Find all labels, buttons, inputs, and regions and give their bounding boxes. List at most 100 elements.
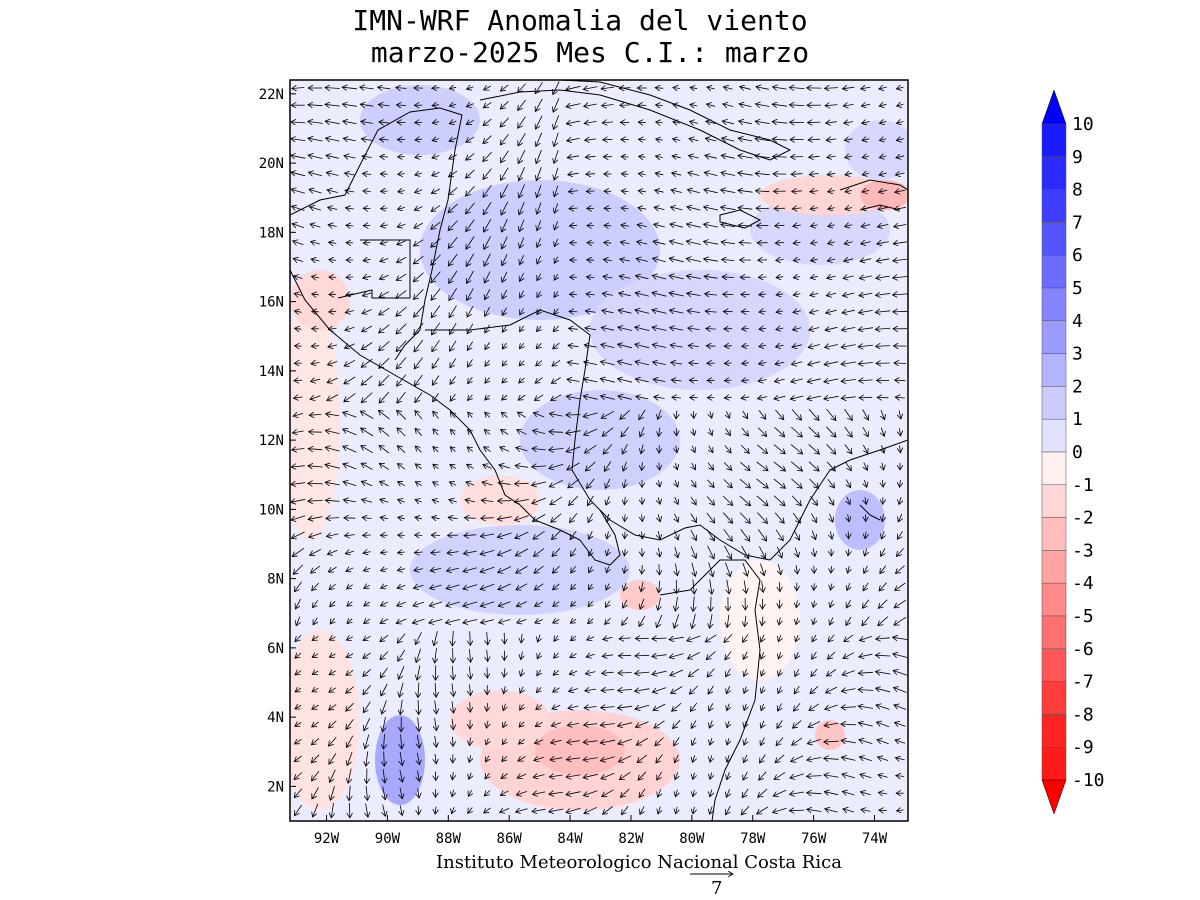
wind-vector [566, 431, 581, 434]
wind-vector [325, 430, 340, 433]
wind-vector [642, 462, 643, 470]
wind-vector [618, 344, 633, 348]
wind-vector [604, 225, 612, 226]
wind-vector [791, 409, 802, 421]
wind-vector [693, 428, 695, 436]
wind-vector [723, 87, 733, 89]
wind-vector [502, 271, 508, 282]
wind-vector [431, 254, 441, 265]
wind-vector [808, 408, 819, 420]
wind-vector [519, 201, 525, 215]
wind-vector [345, 190, 355, 192]
lat-tick-label: 20N [259, 156, 284, 172]
wind-vector [759, 345, 767, 346]
wind-vector [618, 379, 633, 383]
colorbar-swatch [1041, 189, 1067, 223]
wind-vector [900, 445, 901, 453]
wind-vector [431, 205, 441, 211]
wind-vector [655, 173, 664, 175]
wind-vector [756, 191, 770, 192]
wind-vector [519, 184, 525, 198]
wind-vector [790, 396, 804, 399]
wind-vector [584, 428, 598, 435]
wind-vector [635, 327, 650, 331]
wind-vector [432, 172, 440, 176]
wind-vector [602, 122, 614, 123]
wind-vector [449, 87, 457, 88]
wind-vector [600, 396, 615, 400]
lat-tick-label: 2N [267, 779, 284, 795]
wind-vector [586, 277, 595, 278]
wind-vector [673, 122, 681, 123]
wind-vector [569, 311, 578, 312]
wind-vector [863, 444, 868, 454]
wind-vector [432, 105, 440, 106]
wind-vector [826, 122, 837, 123]
wind-vector [363, 259, 371, 260]
wind-vector [600, 379, 615, 383]
wind-vector [654, 207, 665, 209]
wind-vector [758, 277, 767, 278]
lat-tick-label: 10N [259, 502, 284, 518]
wind-vector [843, 87, 855, 89]
colorbar-swatch [1041, 451, 1067, 486]
wind-vector [635, 362, 650, 365]
wind-vector [536, 360, 543, 366]
wind-vector [380, 242, 388, 244]
wind-vector [673, 139, 681, 141]
wind-vector [291, 531, 305, 538]
wind-vector [858, 328, 874, 330]
wind-vector [308, 466, 323, 467]
wind-vector [309, 172, 323, 176]
wind-vector [532, 449, 546, 450]
wind-vector [466, 219, 475, 232]
wind-vector [415, 428, 422, 436]
wind-vector [363, 276, 371, 278]
lon-tick-label: 74W [862, 831, 888, 847]
wind-vector [862, 427, 868, 436]
wind-vector [520, 272, 524, 281]
wind-vector [433, 429, 439, 436]
wind-vector [413, 289, 424, 299]
colorbar-label: -9 [1072, 737, 1094, 758]
wind-vector [380, 517, 388, 518]
wind-vector [327, 394, 339, 401]
wind-vector [294, 311, 302, 312]
wind-vector [502, 395, 508, 400]
wind-vector [654, 224, 665, 227]
wind-vector [757, 444, 767, 454]
wind-vector [692, 445, 695, 453]
wind-vector [810, 293, 819, 295]
wind-vector [483, 464, 492, 468]
wind-vector [345, 327, 355, 330]
wind-vector [483, 184, 492, 197]
wind-vector [690, 87, 698, 88]
wind-vector [553, 115, 559, 129]
wind-vector [483, 201, 492, 215]
colorbar-top-arrow [1041, 89, 1067, 125]
wind-vector [671, 207, 683, 210]
colorbar-swatch [1041, 254, 1067, 289]
wind-vector [741, 427, 749, 436]
wind-vector [536, 149, 542, 164]
wind-vector [876, 346, 891, 347]
wind-vector [291, 483, 306, 485]
wind-vector [826, 408, 836, 420]
wind-vector [379, 445, 390, 454]
wind-vector [691, 479, 696, 487]
wind-vector [536, 132, 543, 147]
colorbar-label: -10 [1072, 770, 1105, 791]
wind-vector [585, 311, 596, 312]
wind-vector [827, 156, 836, 157]
wind-vector [311, 379, 320, 381]
wind-vector [899, 410, 901, 419]
wind-vector [519, 378, 525, 383]
wind-vector [809, 310, 819, 312]
wind-vector [344, 156, 356, 158]
wind-vector [520, 290, 524, 298]
wind-vector [624, 479, 626, 488]
wind-vector [566, 104, 581, 107]
wind-vector [671, 190, 682, 193]
wind-vector [809, 173, 819, 174]
wind-vector [845, 461, 852, 471]
